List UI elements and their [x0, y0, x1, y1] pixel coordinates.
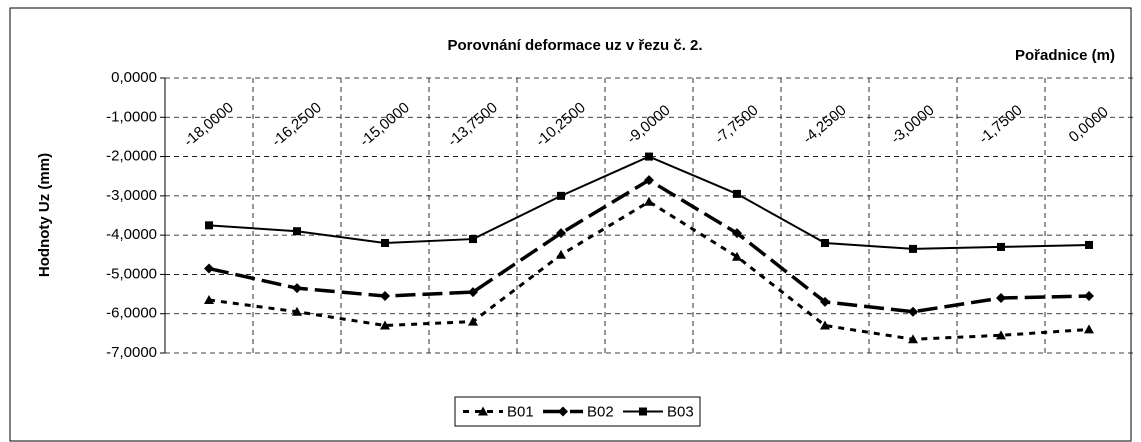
chart-title: Porovnání deformace uz v řezu č. 2.	[447, 37, 702, 54]
marker	[556, 228, 566, 239]
legend-label: B03	[667, 403, 694, 420]
marker	[733, 189, 741, 198]
y-tick-label: -2,0000	[106, 148, 157, 165]
marker	[645, 152, 653, 161]
marker	[204, 263, 214, 274]
y-tick-label: -5,0000	[106, 265, 157, 282]
y-axis-title: Hodnoty Uz (mm)	[36, 153, 53, 277]
marker	[1084, 324, 1094, 334]
marker	[380, 291, 390, 302]
marker	[732, 228, 742, 239]
marker	[1084, 291, 1094, 302]
marker	[644, 175, 654, 186]
series-line	[208, 199, 1090, 341]
marker	[292, 306, 302, 316]
marker	[380, 320, 390, 330]
marker	[821, 239, 829, 247]
marker	[468, 287, 478, 298]
marker	[556, 249, 566, 259]
marker	[908, 306, 918, 317]
marker	[381, 239, 389, 247]
marker	[996, 330, 1006, 340]
marker	[558, 406, 568, 417]
marker	[820, 320, 830, 330]
y-tick-label: -7,0000	[106, 344, 157, 361]
y-tick-label: -4,0000	[106, 226, 157, 243]
marker	[468, 316, 478, 326]
chart-border	[9, 7, 1132, 442]
legend-label: B02	[587, 403, 614, 420]
marker	[293, 227, 301, 236]
legend-label: B01	[507, 403, 534, 420]
marker	[908, 334, 918, 344]
y-tick-label: 0,0000	[111, 69, 157, 86]
marker	[292, 283, 302, 294]
marker	[478, 406, 488, 416]
x-axis-title: Pořadnice (m)	[1015, 47, 1115, 64]
y-tick-label: -6,0000	[106, 305, 157, 322]
marker	[732, 251, 742, 261]
marker	[205, 221, 213, 230]
marker	[997, 242, 1005, 251]
marker	[639, 407, 647, 416]
marker	[820, 296, 830, 307]
marker	[1085, 240, 1093, 249]
marker	[909, 244, 917, 253]
marker	[644, 196, 654, 206]
marker	[996, 293, 1006, 303]
marker	[469, 235, 477, 244]
y-tick-label: -3,0000	[106, 187, 157, 204]
y-tick-label: -1,0000	[106, 108, 157, 125]
marker	[557, 191, 565, 200]
marker	[204, 294, 214, 304]
